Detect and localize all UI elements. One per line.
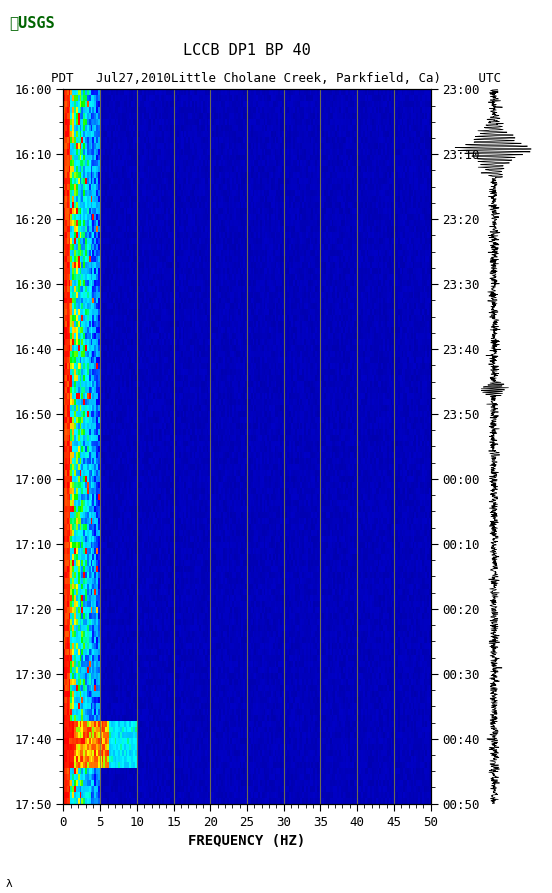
X-axis label: FREQUENCY (HZ): FREQUENCY (HZ): [188, 834, 306, 848]
Text: λ: λ: [6, 879, 12, 889]
Text: PDT   Jul27,2010Little Cholane Creek, Parkfield, Ca)     UTC: PDT Jul27,2010Little Cholane Creek, Park…: [51, 72, 501, 85]
Title: LCCB DP1 BP 40: LCCB DP1 BP 40: [183, 43, 311, 57]
Text: ⊿USGS: ⊿USGS: [9, 15, 55, 29]
